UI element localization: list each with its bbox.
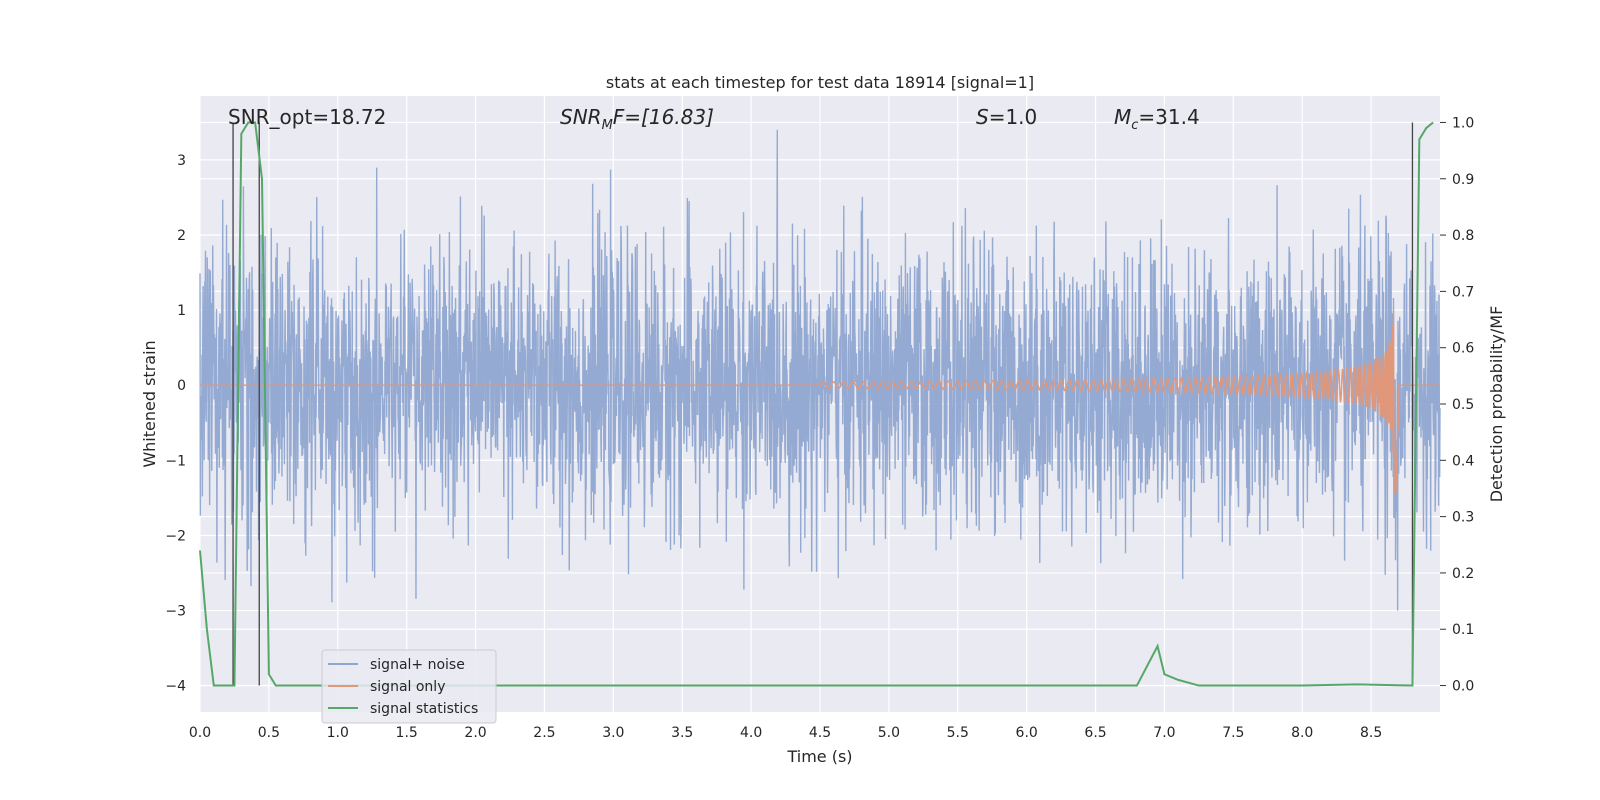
annotation-s: S=1.0	[976, 105, 1037, 129]
y-tick-label-0: 3	[177, 153, 186, 169]
legend-label-signal-only: signal only	[370, 679, 445, 695]
series-line-signal-statistics	[199, 121, 1434, 687]
chart-title: stats at each timestep for test data 189…	[606, 73, 1034, 92]
y2-axis-label: Detection probability/MF	[1487, 306, 1506, 503]
y2-tick-label-0: 1.0	[1452, 115, 1474, 131]
series-line-signal-noise	[199, 129, 1441, 611]
y-tick-label-6: −3	[165, 604, 186, 620]
y2-tick-label-9: 0.1	[1452, 622, 1474, 638]
x-tick-label-16: 8.0	[1291, 725, 1313, 741]
x-tick-label-3: 1.5	[396, 725, 418, 741]
signal-only-series	[200, 310, 1440, 494]
y2-tick-label-10: 0.0	[1452, 679, 1474, 695]
y-axis-label: Whitened strain	[140, 340, 159, 467]
y2-tick-label-6: 0.4	[1452, 453, 1474, 469]
legend-label-signal-statistics: signal statistics	[370, 701, 478, 717]
y2-axis-ticks: 1.0 0.9 0.8 0.7 0.6 0.5 0.4 0.3 0.2 0.1 0.0	[1440, 115, 1474, 695]
y-tick-label-3: 0	[177, 378, 186, 394]
y2-tick-label-8: 0.2	[1452, 566, 1474, 582]
legend: signal+ noise signal only signal statist…	[321, 649, 497, 724]
annotation-snr-mf: SNRMF=[16.83]	[560, 105, 714, 133]
y2-tick-label-4: 0.6	[1452, 341, 1474, 357]
x-tick-label-11: 5.5	[947, 725, 969, 741]
legend-label-signal-noise: signal+ noise	[370, 657, 465, 673]
x-tick-label-6: 3.0	[602, 725, 624, 741]
x-tick-label-9: 4.5	[809, 725, 831, 741]
x-tick-label-0: 0.0	[189, 725, 211, 741]
y-axis-ticks: 3 2 1 0 −1 −2 −3 −4	[165, 153, 186, 695]
signal-noise-series	[199, 129, 1441, 611]
annotation-snr-opt: SNR_opt=18.72	[228, 105, 386, 129]
x-tick-label-10: 5.0	[878, 725, 900, 741]
y-tick-label-1: 2	[177, 228, 186, 244]
y2-tick-label-5: 0.5	[1452, 397, 1474, 413]
x-tick-label-17: 8.5	[1360, 725, 1382, 741]
signal-statistics-series	[199, 121, 1434, 687]
x-tick-label-8: 4.0	[740, 725, 762, 741]
x-tick-label-4: 2.0	[464, 725, 486, 741]
x-tick-label-15: 7.5	[1222, 725, 1244, 741]
x-axis-label: Time (s)	[786, 747, 852, 766]
annotation-mc: Mc=31.4	[1114, 105, 1200, 133]
x-tick-label-2: 1.0	[327, 725, 349, 741]
y2-tick-label-1: 0.9	[1452, 172, 1474, 188]
y-tick-label-4: −1	[165, 453, 186, 469]
y-tick-label-5: −2	[165, 528, 186, 544]
x-tick-label-12: 6.0	[1016, 725, 1038, 741]
y-tick-label-2: 1	[177, 303, 186, 319]
y2-tick-label-2: 0.8	[1452, 228, 1474, 244]
x-tick-label-14: 7.0	[1153, 725, 1175, 741]
x-tick-label-1: 0.5	[258, 725, 280, 741]
y2-tick-label-3: 0.7	[1452, 284, 1474, 300]
x-tick-label-13: 6.5	[1084, 725, 1106, 741]
vertical-markers	[232, 122, 1414, 686]
series-line-signal-only	[200, 310, 1440, 494]
y-tick-label-7: −4	[165, 679, 186, 695]
legend-box	[321, 649, 497, 724]
x-axis-ticks: 0.0 0.5 1.0 1.5 2.0 2.5 3.0 3.5 4.0 4.5 5.0 5.5 6.0 6…	[189, 725, 1382, 741]
x-tick-label-5: 2.5	[533, 725, 555, 741]
y2-tick-label-7: 0.3	[1452, 510, 1474, 526]
x-tick-label-7: 3.5	[671, 725, 693, 741]
